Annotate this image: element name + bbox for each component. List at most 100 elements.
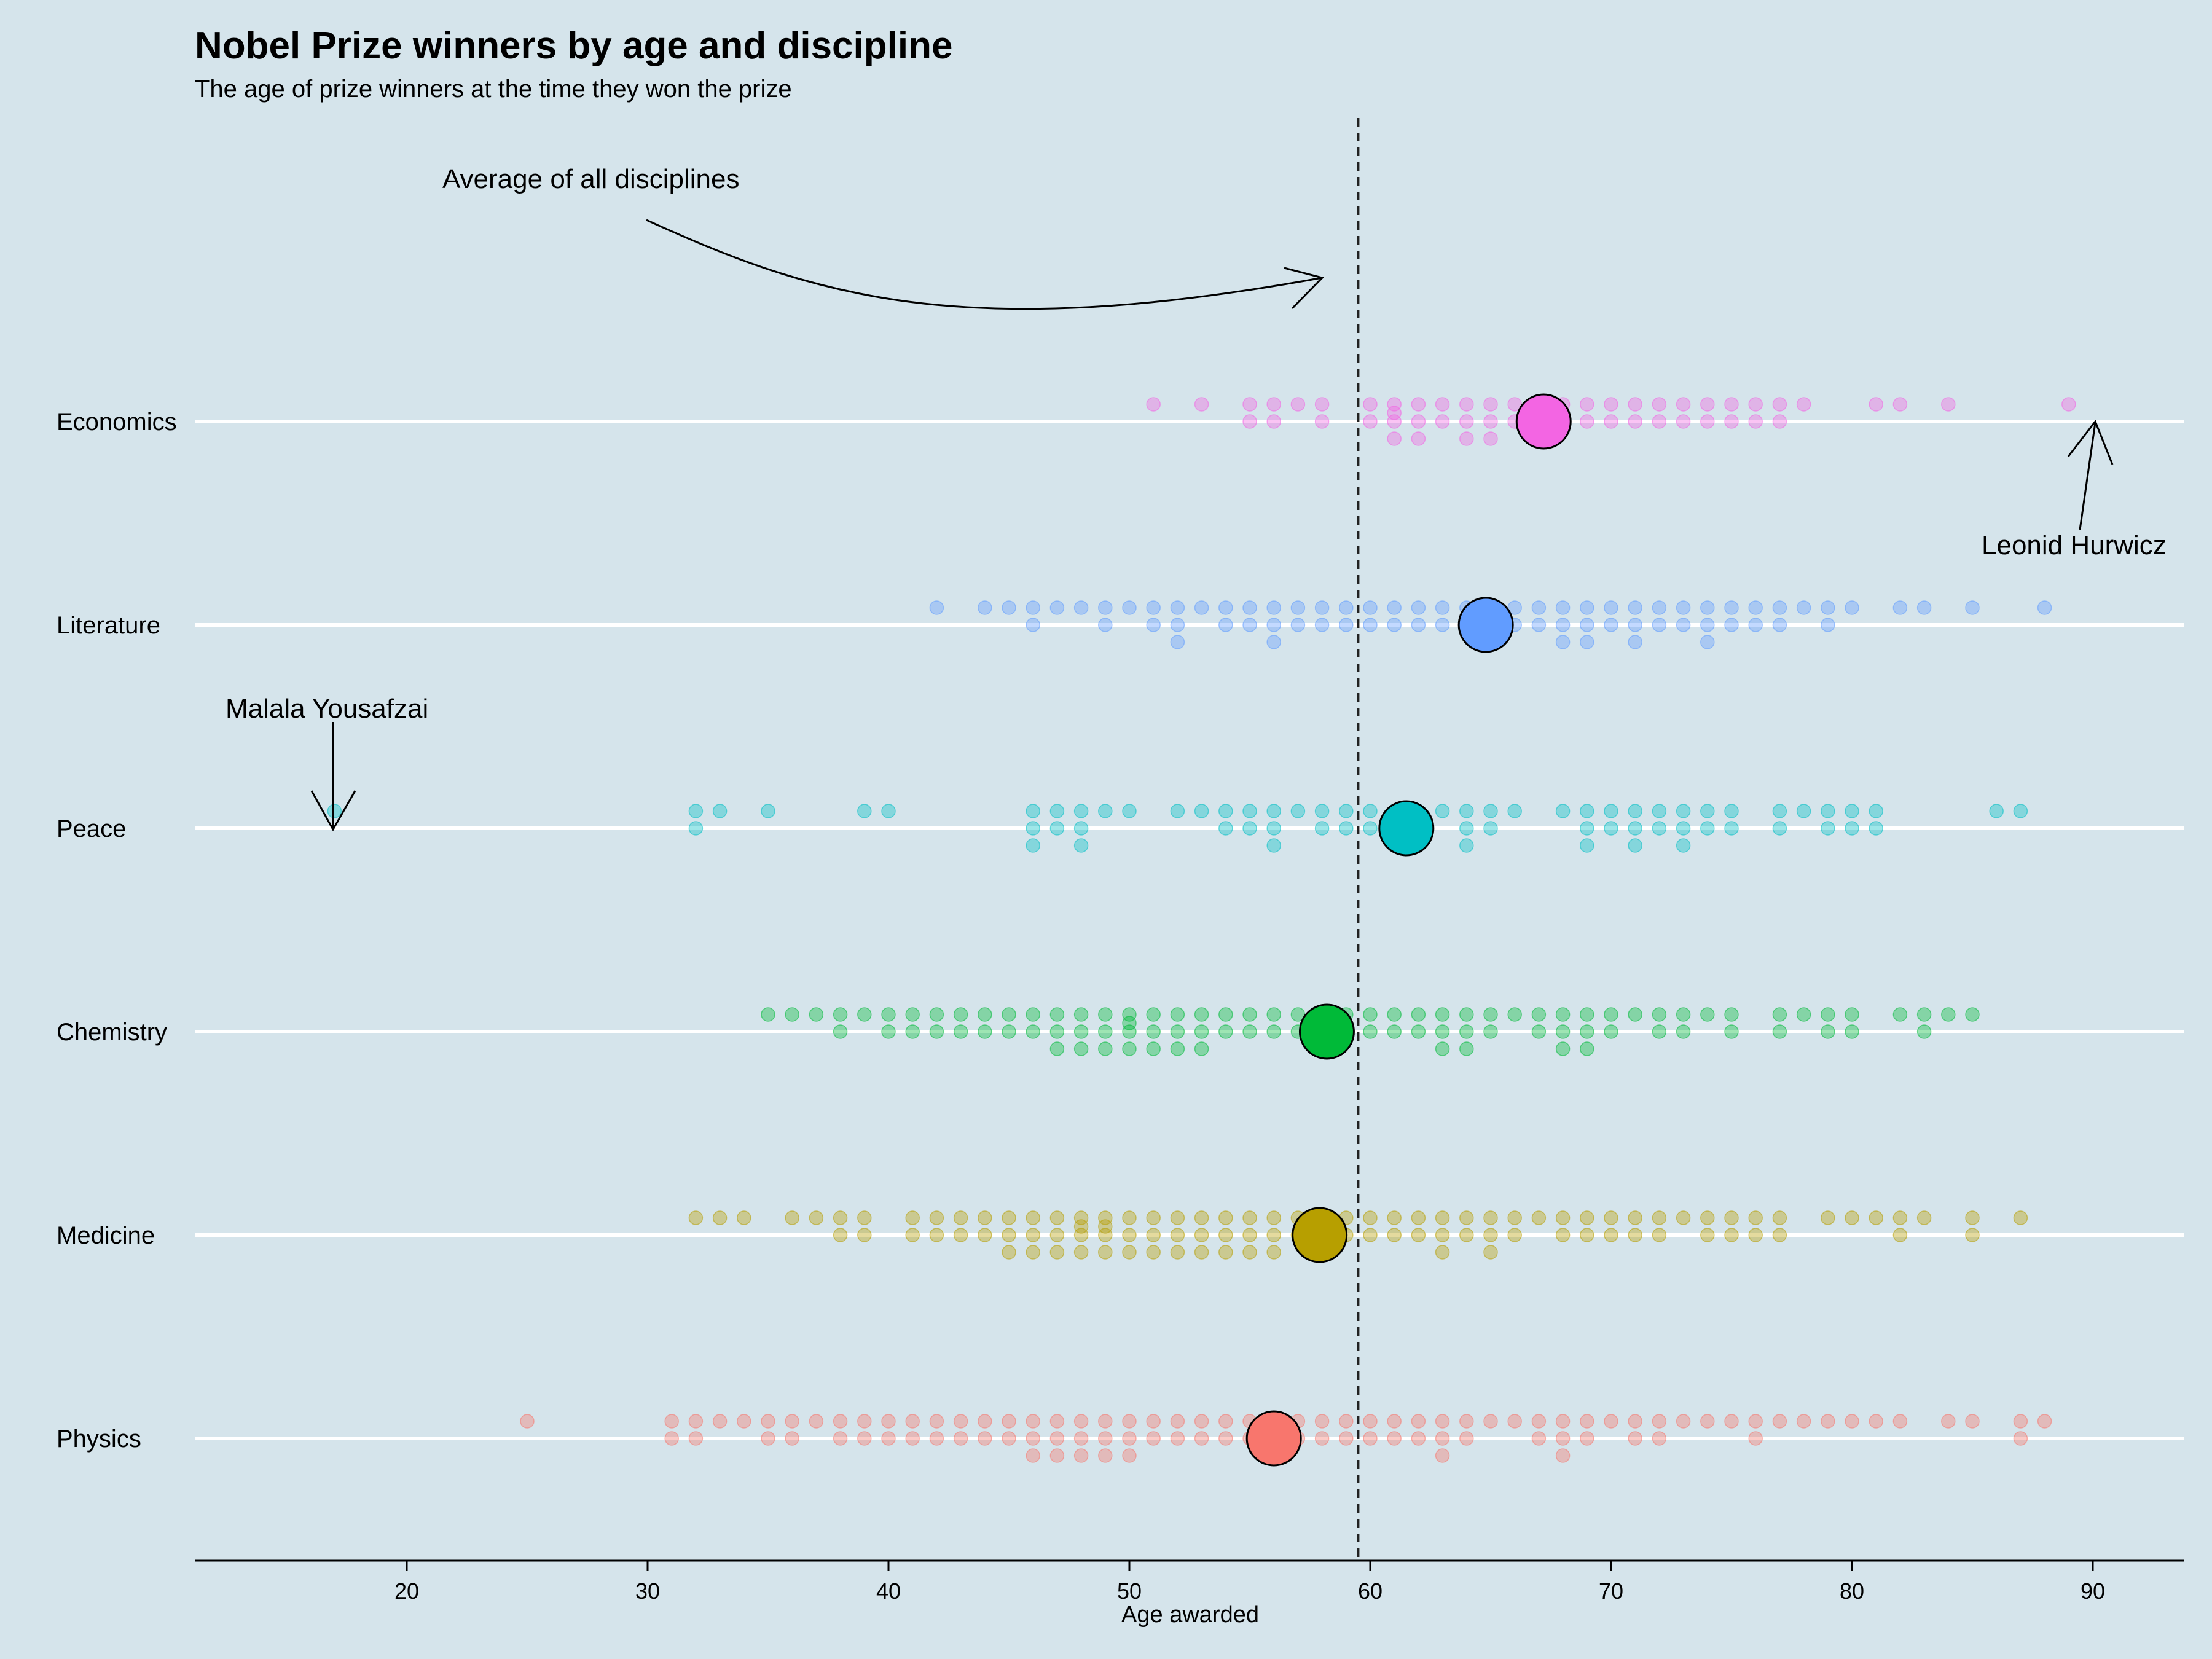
point-literature (1073, 600, 1089, 615)
point-peace (1049, 804, 1065, 818)
point-peace (1772, 804, 1787, 818)
point-literature (1531, 618, 1547, 632)
point-literature (1339, 618, 1354, 632)
point-chemistry (1242, 1007, 1257, 1022)
point-chemistry (1194, 1041, 1209, 1056)
point-medicine (978, 1228, 992, 1242)
point-literature (1676, 618, 1691, 632)
point-literature (1339, 600, 1354, 615)
point-physics (761, 1414, 775, 1429)
point-literature (1555, 635, 1571, 649)
point-economics (1604, 414, 1618, 429)
point-medicine (1363, 1228, 1378, 1242)
point-economics (1724, 397, 1739, 412)
point-economics (1459, 431, 1474, 446)
point-medicine (1194, 1245, 1209, 1260)
point-medicine (1507, 1228, 1522, 1242)
point-physics (1026, 1431, 1040, 1446)
point-chemistry (1170, 1024, 1185, 1039)
point-medicine (1170, 1228, 1185, 1242)
point-physics (2013, 1414, 2028, 1429)
point-peace (1580, 821, 1594, 836)
point-medicine (1435, 1210, 1450, 1225)
point-physics (688, 1414, 704, 1429)
point-peace (1724, 821, 1739, 836)
point-physics (2013, 1431, 2028, 1446)
point-medicine (1073, 1219, 1089, 1234)
point-physics (1339, 1431, 1354, 1446)
point-physics (978, 1431, 992, 1446)
point-medicine (1580, 1210, 1594, 1225)
point-physics (833, 1414, 848, 1429)
point-literature (1845, 600, 1859, 615)
point-economics (2061, 397, 2076, 412)
point-economics (1483, 397, 1498, 412)
point-medicine (857, 1210, 872, 1225)
point-economics (1459, 397, 1474, 412)
point-medicine (1002, 1210, 1016, 1225)
point-medicine (978, 1210, 992, 1225)
point-chemistry (1604, 1007, 1618, 1022)
point-economics (1387, 406, 1402, 420)
point-literature (1435, 600, 1450, 615)
point-medicine (688, 1210, 704, 1225)
point-chemistry (1194, 1007, 1209, 1022)
point-peace (1435, 804, 1450, 818)
x-tick-label-70: 70 (1599, 1579, 1623, 1604)
point-peace (1483, 804, 1498, 818)
point-peace (1098, 804, 1113, 818)
point-peace (1604, 804, 1618, 818)
point-literature (1411, 618, 1426, 632)
point-physics (1098, 1448, 1113, 1463)
point-peace (1821, 804, 1835, 818)
point-medicine (1242, 1210, 1257, 1225)
point-chemistry (1772, 1024, 1787, 1039)
point-medicine (1411, 1228, 1426, 1242)
point-physics (1002, 1431, 1016, 1446)
point-chemistry (1026, 1024, 1040, 1039)
point-peace (1869, 804, 1883, 818)
point-medicine (1026, 1228, 1040, 1242)
point-medicine (1700, 1228, 1715, 1242)
point-medicine (1002, 1245, 1016, 1260)
point-physics (1339, 1414, 1354, 1429)
point-peace (1049, 821, 1065, 836)
point-chemistry (1700, 1007, 1715, 1022)
point-chemistry (1122, 1024, 1137, 1039)
point-medicine (1555, 1228, 1571, 1242)
point-medicine (1098, 1228, 1113, 1242)
point-literature (1555, 618, 1571, 632)
point-peace (1218, 821, 1233, 836)
mean-marker-literature (1457, 597, 1514, 653)
point-physics (1146, 1414, 1161, 1429)
point-chemistry (1821, 1007, 1835, 1022)
point-physics (1314, 1414, 1330, 1429)
point-physics (2037, 1414, 2052, 1429)
point-literature (1049, 600, 1065, 615)
point-economics (1772, 397, 1787, 412)
point-literature (1772, 600, 1787, 615)
point-medicine (1652, 1228, 1667, 1242)
point-chemistry (1049, 1007, 1065, 1022)
point-chemistry (1002, 1024, 1016, 1039)
point-peace (1026, 804, 1040, 818)
point-physics (785, 1431, 799, 1446)
annotation-hurwicz-text: Leonid Hurwicz (1982, 530, 2167, 560)
point-chemistry (1652, 1024, 1667, 1039)
point-physics (1555, 1414, 1571, 1429)
point-economics (1314, 414, 1330, 429)
point-chemistry (1218, 1007, 1233, 1022)
point-medicine (1411, 1210, 1426, 1225)
point-peace (1459, 821, 1474, 836)
point-chemistry (1845, 1007, 1859, 1022)
point-physics (1026, 1448, 1040, 1463)
point-economics (1676, 397, 1691, 412)
point-literature (1580, 600, 1594, 615)
point-peace (1459, 804, 1474, 818)
point-physics (1555, 1431, 1571, 1446)
point-literature (1700, 618, 1715, 632)
point-physics (1652, 1431, 1667, 1446)
point-peace (1026, 821, 1040, 836)
point-chemistry (1435, 1007, 1450, 1022)
point-literature (1290, 618, 1306, 632)
